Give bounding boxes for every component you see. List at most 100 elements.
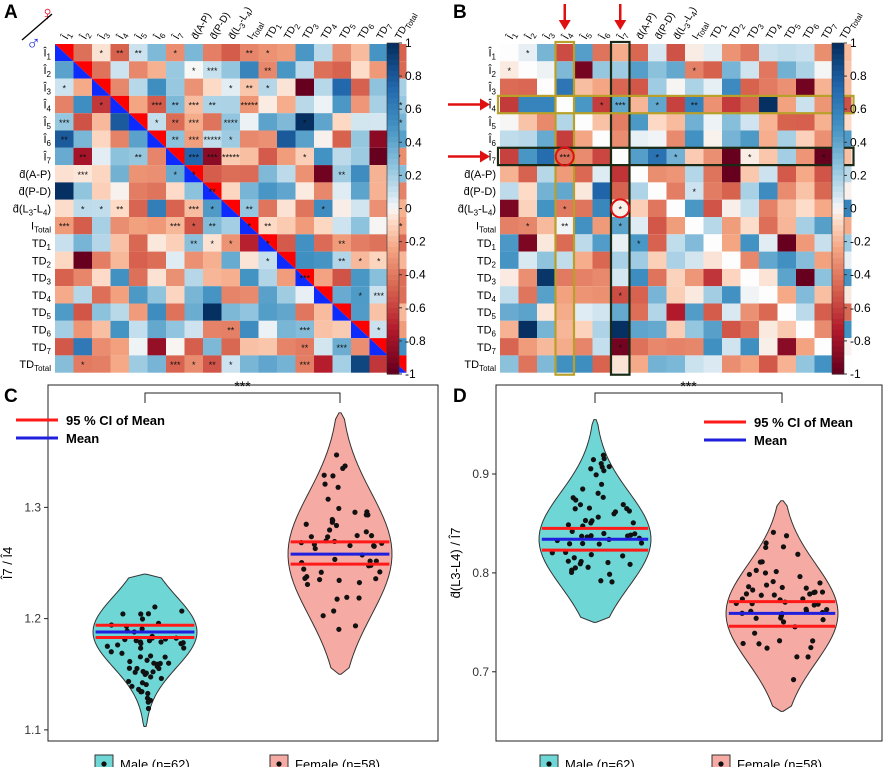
heatmap-cell	[258, 251, 277, 269]
label-sub: 3	[492, 87, 497, 96]
heatmap-cell	[203, 286, 222, 304]
heatmap-cell	[73, 303, 92, 321]
heatmap-cell	[258, 338, 277, 356]
colorbar-segment	[832, 191, 844, 199]
label-sub: 5	[584, 31, 594, 40]
significance-mark: ***	[188, 101, 199, 111]
heatmap-cell	[314, 78, 333, 96]
heatmap-cell	[722, 234, 741, 252]
column-label: TD2	[727, 20, 747, 42]
row-label: TD7	[32, 342, 52, 356]
heatmap-cell	[592, 165, 611, 183]
colorbar-tick-label: 0	[850, 202, 857, 216]
data-point	[347, 542, 353, 549]
data-point	[139, 689, 145, 695]
colorbar-segment	[387, 324, 399, 331]
heatmap-cell	[703, 286, 722, 304]
significance-mark: **	[172, 118, 180, 128]
bottom-legend-dot	[546, 761, 552, 767]
label-sub: 3	[683, 21, 693, 30]
colorbar-segment	[832, 252, 844, 259]
heatmap-cell	[759, 199, 778, 217]
heatmap-cell	[722, 286, 741, 304]
heatmap-cell	[166, 44, 185, 62]
data-point	[572, 506, 578, 512]
significance-mark: *	[173, 170, 177, 180]
colorbar-segment	[387, 318, 399, 325]
heatmap-cell	[740, 234, 759, 252]
heatmap-cell	[537, 95, 556, 114]
colorbar-segment	[387, 147, 399, 154]
colorbar-segment	[387, 43, 399, 50]
data-point	[336, 577, 342, 583]
label-sub: 7	[47, 347, 52, 356]
column-label: TD4	[764, 20, 784, 42]
heatmap-cell	[92, 165, 111, 183]
heatmap-cell	[796, 338, 815, 356]
heatmap-cell	[555, 113, 574, 131]
heatmap-cell	[295, 95, 314, 114]
heatmap-cell	[777, 217, 796, 235]
heatmap-cell	[611, 217, 630, 235]
heatmap-cell	[537, 199, 556, 217]
heatmap-cell	[796, 95, 815, 114]
colorbar-segment	[832, 103, 844, 110]
diagonal-lower-half	[332, 303, 351, 321]
heatmap-cell	[240, 182, 259, 200]
colorbar-segment	[832, 158, 844, 165]
data-point	[570, 495, 576, 501]
label-main: Î	[487, 133, 492, 146]
heatmap-cell	[369, 78, 388, 96]
colorbar-segment	[387, 153, 399, 160]
colorbar-segment	[832, 329, 844, 336]
row-label: Î6	[487, 133, 496, 148]
heatmap-cell	[369, 199, 388, 217]
data-point	[824, 607, 830, 613]
colorbar-segment	[832, 241, 844, 248]
heatmap-cell	[574, 286, 593, 304]
heatmap-cell	[722, 147, 741, 166]
heatmap-cell	[110, 320, 129, 339]
significance-mark: ***	[299, 325, 310, 335]
heatmap-cell	[258, 130, 277, 148]
significance-mark: *	[618, 343, 622, 353]
colorbar-segment	[387, 48, 399, 55]
highlight-row-box	[496, 146, 855, 167]
heatmap-cell	[722, 130, 741, 148]
label-main: I	[31, 221, 34, 233]
colorbar-segment	[832, 313, 844, 320]
significance-mark: ***	[615, 101, 626, 111]
heatmap-cell	[332, 217, 351, 235]
heatmap-cell	[369, 147, 388, 166]
data-point	[373, 576, 379, 582]
heatmap-cell	[277, 217, 296, 235]
data-point	[758, 592, 764, 598]
heatmap-cell	[147, 165, 166, 183]
heatmap-cell	[369, 217, 388, 235]
heatmap-cell	[147, 338, 166, 356]
heatmap-cell	[92, 199, 111, 217]
heatmap-cell	[92, 95, 111, 114]
label-main: Î	[522, 32, 536, 43]
colorbar-segment	[387, 236, 399, 243]
heatmap-cell	[203, 130, 222, 148]
heatmap-cell	[796, 130, 815, 148]
heatmap-cell	[666, 320, 685, 339]
data-point	[373, 558, 379, 564]
heatmap-cell	[258, 95, 277, 114]
heatmap-cell	[685, 286, 704, 304]
diagonal-upper-half	[147, 130, 166, 148]
label-main: Î	[596, 32, 610, 43]
row-label: d̂(A-P)	[19, 169, 51, 181]
column-label: Î7	[614, 28, 631, 43]
heatmap-cell	[369, 268, 388, 287]
data-point	[377, 569, 383, 575]
heatmap-cell	[258, 268, 277, 287]
label-sub: 3	[29, 208, 34, 217]
data-point	[763, 582, 770, 588]
colorbar-segment	[387, 120, 399, 127]
heatmap-cell	[240, 44, 259, 62]
heatmap-cell	[110, 147, 129, 166]
heatmap-cell	[221, 320, 240, 339]
heatmap-cell	[277, 182, 296, 200]
